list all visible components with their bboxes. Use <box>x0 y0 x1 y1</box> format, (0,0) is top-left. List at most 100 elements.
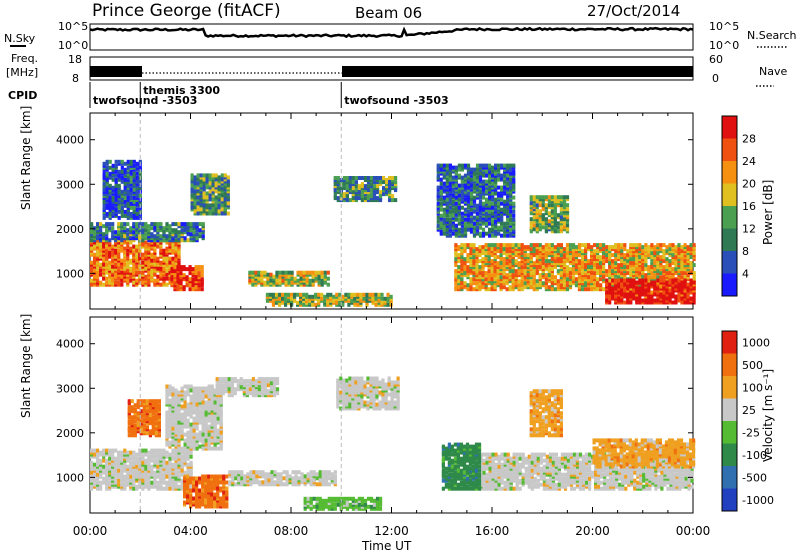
echo-cell <box>490 269 494 274</box>
nave-tick-bottom: 0 <box>712 72 719 85</box>
echo-cell <box>189 222 193 227</box>
echo-cell <box>475 211 480 216</box>
echo-cell <box>93 268 97 273</box>
echo-cell <box>500 193 504 198</box>
echo-cell <box>466 203 471 208</box>
echo-cell <box>265 292 270 297</box>
echo-cell <box>90 260 94 265</box>
echo-cell <box>674 294 678 299</box>
echo-cell <box>665 263 669 268</box>
echo-cell <box>656 263 660 268</box>
echo-cell <box>188 287 192 292</box>
echo-cell <box>338 296 342 301</box>
echo-cell <box>296 300 300 305</box>
echo-cell <box>360 190 364 195</box>
echo-cell <box>659 278 663 283</box>
echo-cell <box>174 246 178 251</box>
echo-cell <box>553 253 557 258</box>
echo-cell <box>177 222 181 227</box>
echo-cell <box>159 252 163 257</box>
echo-cell <box>168 224 172 229</box>
echo-cell <box>541 219 545 224</box>
echo-cell <box>653 267 657 272</box>
echo-cell <box>90 460 94 465</box>
echo-cell <box>442 225 446 230</box>
echo-cell <box>494 207 498 212</box>
echo-cell <box>165 234 169 239</box>
echo-cell <box>391 180 395 185</box>
echo-cell <box>156 222 160 227</box>
echo-cell <box>290 276 294 281</box>
echo-cell <box>344 292 348 297</box>
echo-cell <box>93 448 97 453</box>
echo-cell <box>448 187 452 192</box>
echo-cell <box>436 185 440 190</box>
echo-cell <box>375 184 380 189</box>
echo-cell <box>176 275 180 280</box>
echo-cell <box>135 484 139 489</box>
echo-cell <box>689 265 693 270</box>
echo-cell <box>562 221 567 226</box>
echo-cell <box>650 243 654 248</box>
echo-cell <box>141 460 145 465</box>
echo-cell <box>96 472 100 477</box>
echo-cell <box>214 173 218 178</box>
echo-cell <box>132 478 136 483</box>
freq-unit-label: [MHz] <box>6 66 38 79</box>
echo-cell <box>348 180 352 185</box>
echo-cell <box>562 275 567 280</box>
echo-cell <box>497 191 501 196</box>
echo-cell <box>314 276 318 281</box>
echo-cell <box>117 482 121 487</box>
echo-cell <box>135 207 139 212</box>
echo-cell <box>529 255 533 260</box>
echo-cell <box>520 279 524 284</box>
echo-cell <box>653 273 657 278</box>
echo-cell <box>150 454 154 459</box>
y-tick-label: 3000 <box>56 178 84 191</box>
echo-cell <box>509 209 513 214</box>
echo-cell <box>529 217 533 222</box>
echo-cell <box>260 270 264 275</box>
echo-cell <box>177 260 181 265</box>
echo-cell <box>382 192 386 197</box>
echo-cell <box>251 282 255 287</box>
echo-cell <box>632 261 636 266</box>
echo-cell <box>632 284 636 289</box>
echo-cell <box>186 224 190 229</box>
echo-cell <box>506 199 510 204</box>
echo-cell <box>192 230 196 235</box>
echo-cell <box>214 211 218 216</box>
echo-cell <box>541 265 545 270</box>
echo-cell <box>111 191 115 196</box>
echo-cell <box>248 278 252 283</box>
echo-cell <box>620 278 624 283</box>
echo-cell <box>460 215 464 220</box>
echo-cell <box>90 474 94 479</box>
echo-cell <box>439 181 443 186</box>
echo-cell <box>547 199 551 204</box>
echo-cell <box>326 270 330 275</box>
echo-cell <box>529 279 533 284</box>
echo-cell <box>656 275 660 280</box>
echo-cell <box>120 282 124 287</box>
echo-cell <box>556 221 560 226</box>
echo-cell <box>469 247 473 252</box>
echo-cell <box>190 193 194 198</box>
echo-cell <box>584 255 588 260</box>
freq-band-2 <box>342 66 693 77</box>
echo-cell <box>111 234 115 239</box>
echo-cell <box>485 199 489 204</box>
echo-cell <box>469 217 474 222</box>
echo-cell <box>460 243 464 248</box>
echo-cell <box>223 173 227 178</box>
echo-cell <box>500 233 504 238</box>
echo-cell <box>111 205 115 210</box>
echo-cell <box>159 448 163 453</box>
echo-cell <box>689 243 693 248</box>
echo-cell <box>138 222 142 227</box>
echo-cell <box>193 175 197 180</box>
echo-cell <box>494 219 498 224</box>
echo-cell <box>165 246 169 251</box>
echo-cell <box>111 258 115 263</box>
